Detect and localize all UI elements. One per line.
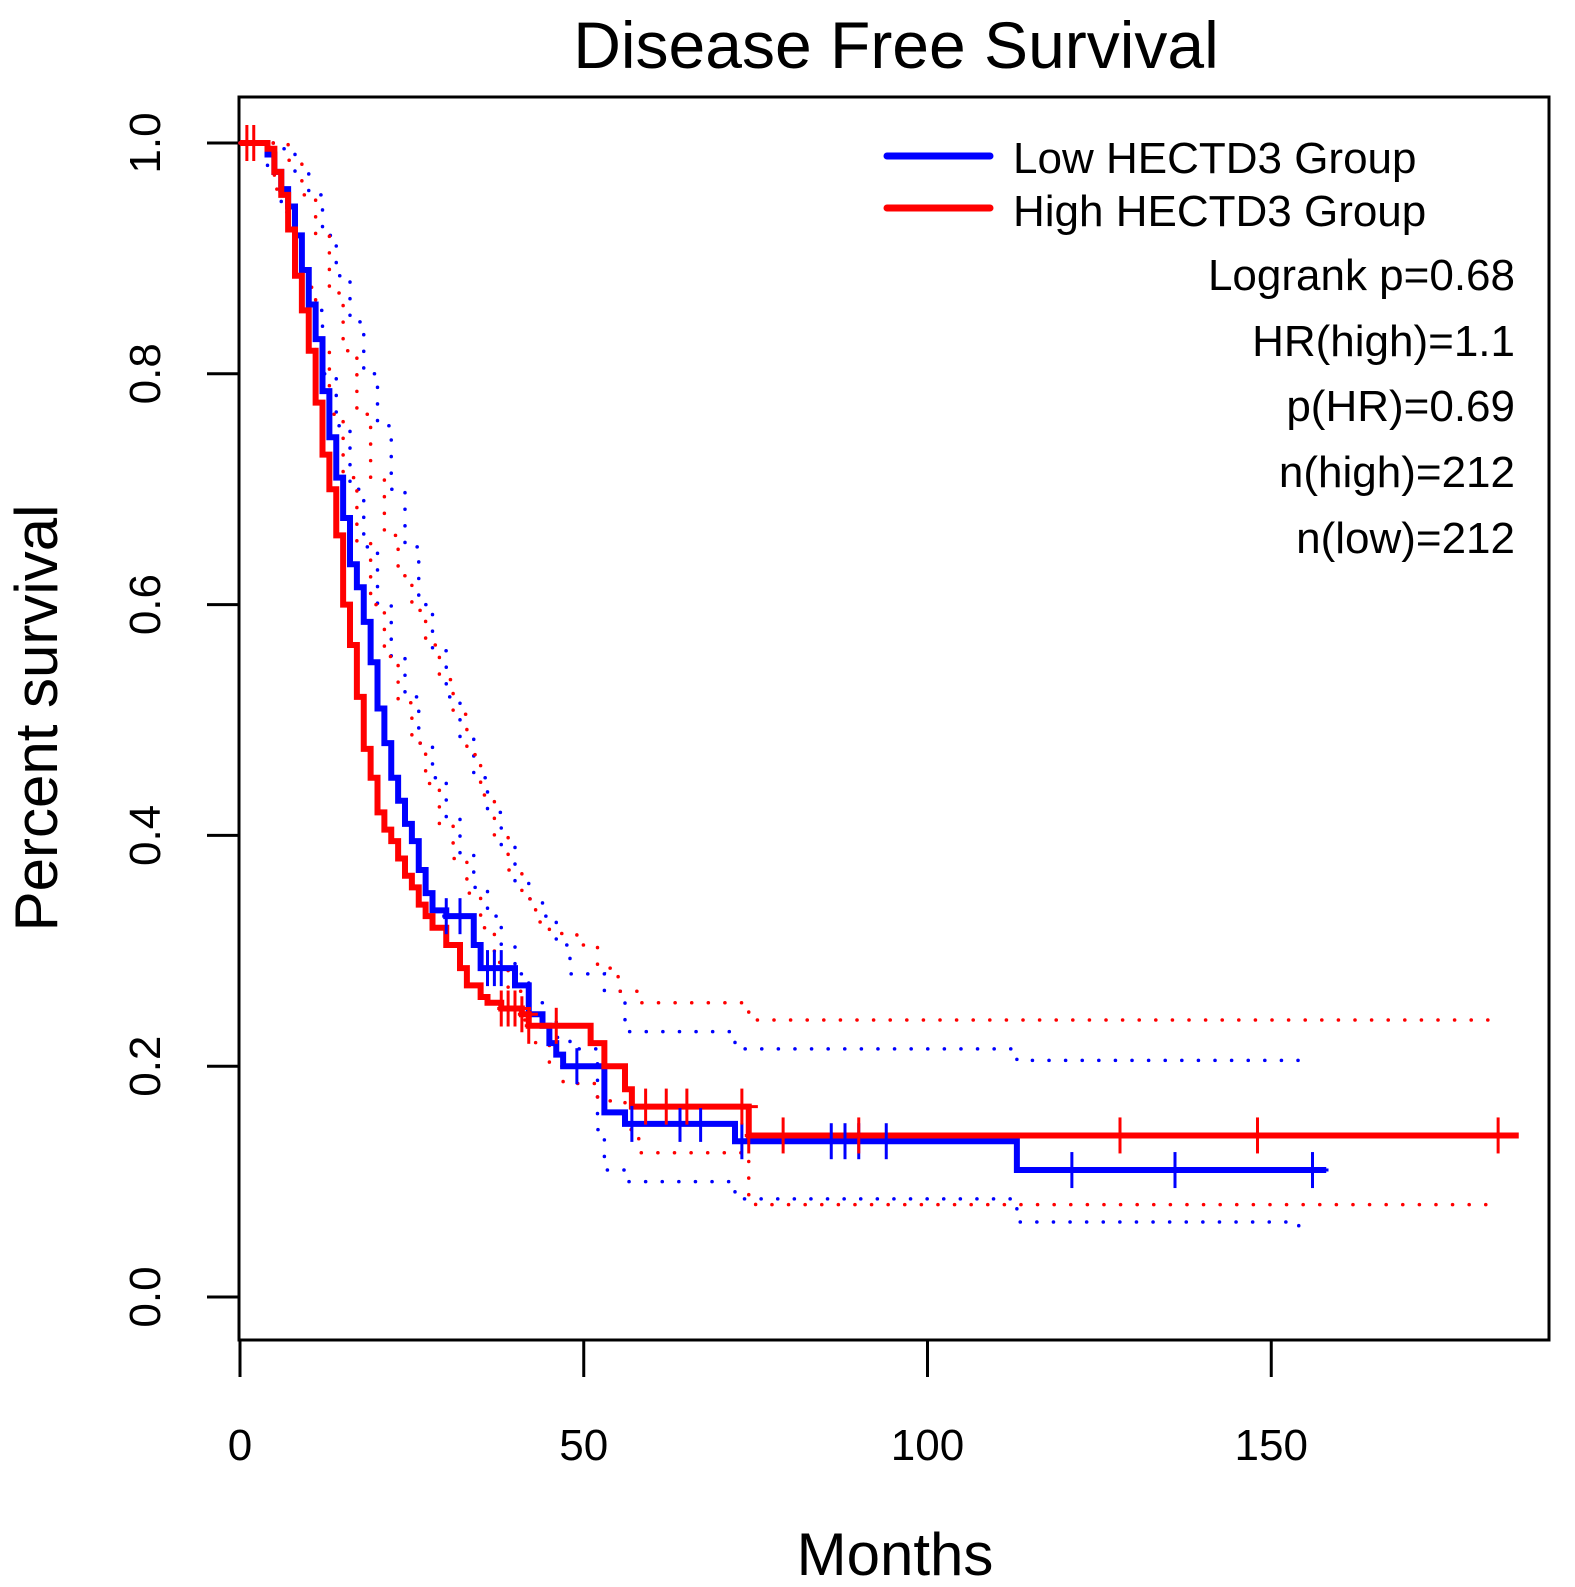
y-tick-label: 0.0 (121, 1266, 170, 1327)
logrank-p-text: Logrank p=0.68 (1208, 251, 1515, 300)
y-tick-label: 0.2 (121, 1036, 170, 1097)
x-tick-label: 100 (891, 1421, 964, 1470)
upper-ci-low (238, 141, 1315, 1063)
x-tick-label: 150 (1235, 1421, 1308, 1470)
hr-p-value-text: p(HR)=0.69 (1286, 382, 1515, 431)
x-tick-label: 0 (228, 1421, 252, 1470)
lower-ci-high (238, 141, 1493, 1207)
y-tick-label: 1.0 (121, 112, 170, 173)
upper-ci-high (238, 141, 1493, 1022)
y-axis-label: Percent survival (3, 505, 70, 932)
y-tick-label: 0.4 (121, 805, 170, 866)
stats-annotations: Logrank p=0.68 HR(high)=1.1 p(HR)=0.69 n… (1208, 251, 1515, 563)
lower-ci-low (238, 141, 1301, 1230)
censor-marks (242, 125, 1515, 1189)
y-tick-label: 0.6 (121, 574, 170, 635)
chart-title: Disease Free Survival (573, 8, 1219, 82)
n-high-text: n(high)=212 (1279, 448, 1515, 497)
legend-label-low: Low HECTD3 Group (1013, 134, 1416, 183)
hazard-ratio-text: HR(high)=1.1 (1252, 317, 1515, 366)
confidence-bands (238, 141, 1493, 1230)
y-tick-label: 0.8 (121, 343, 170, 404)
y-axis: 0.0 0.2 0.4 0.6 0.8 1.0 (121, 112, 239, 1328)
legend-label-high: High HECTD3 Group (1013, 187, 1426, 236)
survival-curve-low (240, 140, 1327, 1174)
plot-frame (237, 95, 1551, 1342)
x-tick-label: 50 (559, 1421, 608, 1470)
x-axis-label: Months (797, 1521, 994, 1587)
legend: Low HECTD3 Group High HECTD3 Group (883, 134, 1426, 236)
n-low-text: n(low)=212 (1296, 514, 1515, 563)
x-axis: 0 50 100 150 (228, 1340, 1308, 1470)
